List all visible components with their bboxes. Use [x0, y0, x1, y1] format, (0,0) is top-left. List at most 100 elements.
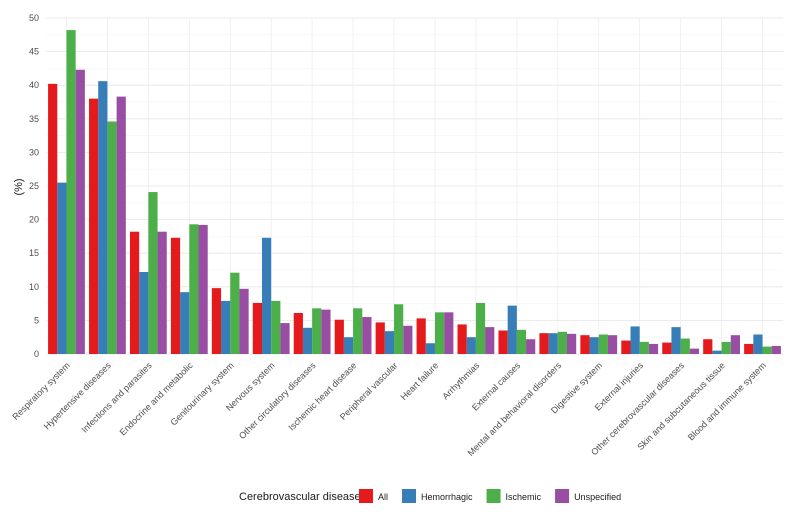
bar-ischemic	[189, 224, 199, 354]
y-axis-title: (%)	[13, 178, 25, 195]
bar-all	[89, 98, 99, 354]
y-tick-label: 10	[29, 282, 39, 292]
bar-ischemic	[353, 308, 363, 354]
bar-all	[48, 83, 58, 354]
bar-ischemic	[271, 300, 281, 354]
y-tick-label: 35	[29, 114, 39, 124]
bar-unspecified	[362, 317, 372, 354]
bar-unspecified	[771, 345, 781, 354]
bar-ischemic	[312, 308, 322, 354]
bar-all	[703, 339, 713, 354]
y-tick-label: 45	[29, 47, 39, 57]
x-tick-label: Arrhythmias	[440, 360, 481, 401]
x-tick-label: Endocrine and metabolic	[118, 360, 195, 437]
bar-all	[621, 340, 631, 354]
y-tick-label: 30	[29, 147, 39, 157]
y-axis: 0 5 10 15 20 25 30 35 40 45 50	[29, 13, 39, 359]
bar-hemorrhagic	[548, 333, 558, 354]
bar-ischemic	[107, 121, 117, 354]
bar-hemorrhagic	[98, 81, 108, 354]
bar-ischemic	[230, 272, 240, 354]
bar-all	[334, 319, 344, 354]
bar-unspecified	[198, 224, 208, 354]
bar-ischemic	[639, 341, 649, 354]
legend-label-unspecified: Unspecified	[574, 492, 621, 502]
y-tick-label: 0	[34, 349, 39, 359]
legend: Cerebrovascular disease All Hemorrhagic Is…	[239, 489, 621, 503]
bar-unspecified	[321, 309, 331, 354]
bar-unspecified	[607, 335, 618, 354]
bar-unspecified	[730, 335, 740, 354]
bar-all	[252, 302, 262, 354]
legend-title: Cerebrovascular disease	[239, 491, 361, 503]
y-tick-label: 40	[29, 80, 39, 90]
bar-ischemic	[557, 331, 568, 354]
bar-hemorrhagic	[466, 337, 476, 354]
bar-hemorrhagic	[384, 331, 395, 354]
bar-hemorrhagic	[712, 350, 722, 354]
bar-hemorrhagic	[221, 300, 231, 354]
bar-hemorrhagic	[57, 182, 67, 354]
legend-swatch-hemorrhagic	[402, 489, 417, 503]
bar-unspecified	[239, 288, 249, 354]
bar-hemorrhagic	[343, 337, 354, 354]
bar-all	[375, 322, 385, 354]
bar-unspecified	[648, 343, 659, 354]
x-tick-label: Hypertensive diseases	[42, 360, 113, 431]
y-tick-label: 5	[34, 315, 39, 325]
bar-unspecified	[689, 348, 700, 354]
bar-ischemic	[148, 192, 158, 354]
bar-all	[539, 333, 549, 354]
y-tick-label: 20	[29, 215, 39, 225]
x-tick-label: Infections and parasites	[79, 360, 154, 435]
bar-all	[129, 231, 140, 354]
legend-label-all: All	[378, 492, 388, 502]
x-tick-label: Other circulatory diseases	[237, 360, 318, 441]
bar-hemorrhagic	[302, 327, 313, 354]
x-tick-label: Skin and subcutaneous tissue	[635, 360, 727, 452]
legend-label-ischemic: Ischemic	[506, 492, 542, 502]
legend-swatch-ischemic	[486, 489, 501, 503]
bar-ischemic	[680, 338, 690, 354]
bar-ischemic	[762, 346, 772, 354]
bar-hemorrhagic	[753, 334, 763, 354]
bar-all	[416, 318, 426, 354]
y-tick-label: 50	[29, 13, 39, 23]
bar-hemorrhagic	[139, 272, 149, 354]
bar-hemorrhagic	[180, 292, 190, 354]
bar-unspecified	[403, 325, 413, 354]
bar-hemorrhagic	[630, 326, 640, 354]
x-tick-label: Heart failure	[399, 360, 441, 402]
y-tick-label: 15	[29, 248, 39, 258]
bar-ischemic	[394, 304, 404, 354]
bar-hemorrhagic	[507, 305, 517, 354]
bar-ischemic	[434, 312, 445, 354]
bar-hemorrhagic	[671, 327, 681, 354]
bar-ischemic	[598, 334, 608, 354]
bar-unspecified	[526, 339, 536, 354]
bar-all	[170, 237, 181, 354]
bar-unspecified	[116, 96, 126, 355]
legend-swatch-all	[359, 489, 373, 503]
bar-all	[293, 313, 303, 354]
bar-all	[744, 343, 754, 354]
legend-swatch-unspecified	[555, 489, 570, 503]
bar-unspecified	[444, 312, 454, 354]
bar-ischemic	[475, 302, 486, 354]
bar-ischemic	[516, 329, 527, 354]
bar-unspecified	[280, 323, 290, 354]
bar-all	[211, 288, 222, 354]
bar-all	[580, 335, 590, 354]
x-tick-label: Ischemic heart disease	[286, 360, 358, 432]
x-tick-label: Blood and immune system	[686, 360, 768, 442]
bar-all	[457, 324, 467, 354]
y-tick-label: 25	[29, 181, 39, 191]
bar-ischemic	[66, 30, 76, 354]
bar-all	[498, 330, 508, 354]
bar-unspecified	[567, 333, 577, 354]
bar-ischemic	[721, 341, 731, 354]
bar-hemorrhagic	[425, 343, 435, 354]
bar-unspecified	[485, 327, 495, 354]
